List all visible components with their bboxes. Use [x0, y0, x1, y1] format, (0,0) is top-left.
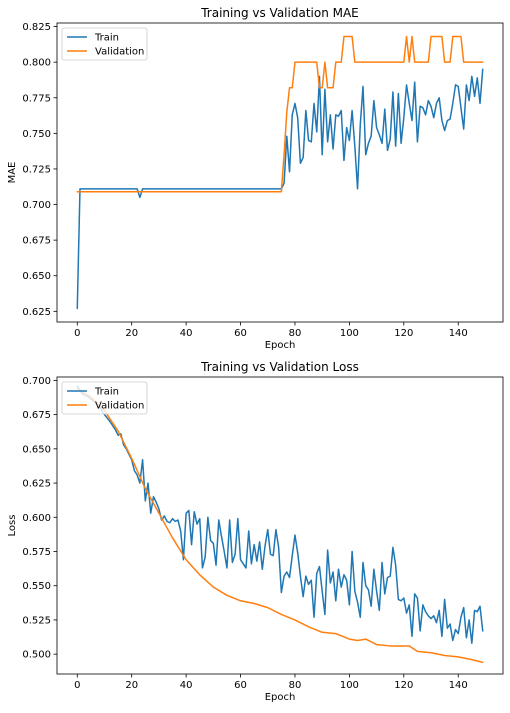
x-tick-label: 40	[180, 328, 193, 339]
y-tick-label: 0.575	[22, 547, 51, 558]
legend: Train Validation	[61, 27, 148, 61]
y-tick-label: 0.650	[22, 271, 51, 282]
series-line-train	[76, 68, 484, 310]
plot-area-frame	[56, 376, 504, 675]
y-tick-label: 0.650	[22, 444, 51, 455]
legend-label-train: Train	[94, 387, 119, 398]
series-line-validation	[76, 387, 484, 664]
x-tick-label: 100	[340, 680, 359, 691]
y-tick-label: 0.825	[22, 22, 51, 33]
x-axis-label: Epoch	[265, 692, 296, 703]
legend-label-train: Train	[94, 33, 119, 44]
y-tick-label: 0.500	[22, 650, 51, 661]
y-tick-label: 0.775	[22, 93, 51, 104]
plot-area-frame	[56, 22, 504, 323]
y-tick-label: 0.675	[22, 410, 51, 421]
legend-box	[61, 381, 148, 415]
x-tick-label: 60	[234, 680, 247, 691]
x-tick-label: 120	[394, 680, 413, 691]
y-tick-label: 0.700	[22, 376, 51, 387]
x-tick-label: 140	[449, 680, 468, 691]
chart-title: Training vs Validation Loss	[200, 360, 359, 374]
chart-1: 0 20 40 60 80 100 120 140 0.625 0.650 0.675 0.700 0.…	[7, 6, 504, 351]
x-tick-label: 80	[289, 680, 302, 691]
chart-title: Training vs Validation MAE	[200, 6, 359, 20]
x-tick-label: 60	[234, 328, 247, 339]
y-tick-label: 0.675	[22, 236, 51, 247]
series-line-validation	[76, 35, 484, 193]
legend-label-validation: Validation	[95, 401, 144, 412]
chart-2: 0 20 40 60 80 100 120 140 0.500 0.525 0.550 0.575 0.…	[7, 360, 504, 703]
x-tick-label: 80	[289, 328, 302, 339]
x-tick-label: 100	[340, 328, 359, 339]
x-tick-label: 40	[180, 680, 193, 691]
y-tick-label: 0.750	[22, 129, 51, 140]
y-tick-label: 0.525	[22, 615, 51, 626]
y-tick-label: 0.625	[22, 479, 51, 490]
y-axis-label: MAE	[7, 162, 18, 184]
legend: Train Validation	[61, 381, 148, 415]
x-tick-label: 0	[74, 328, 80, 339]
x-tick-label: 20	[125, 680, 138, 691]
y-axis-label: Loss	[7, 515, 18, 537]
y-tick-label: 0.550	[22, 581, 51, 592]
y-tick-label: 0.600	[22, 513, 51, 524]
x-tick-label: 120	[394, 328, 413, 339]
legend-label-validation: Validation	[95, 47, 144, 58]
series-line-train	[76, 385, 484, 644]
y-tick-label: 0.800	[22, 58, 51, 69]
legend-box	[61, 27, 148, 61]
y-tick-label: 0.700	[22, 200, 51, 211]
x-tick-label: 20	[125, 328, 138, 339]
x-axis-label: Epoch	[265, 340, 296, 351]
x-tick-label: 0	[74, 680, 80, 691]
x-tick-label: 140	[449, 328, 468, 339]
y-tick-label: 0.625	[22, 307, 51, 318]
y-tick-label: 0.725	[22, 164, 51, 175]
